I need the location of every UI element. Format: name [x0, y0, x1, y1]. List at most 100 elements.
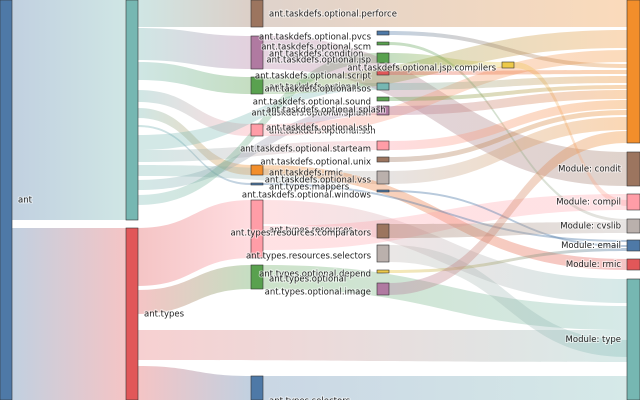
link-ant-to-ant_taskdefs [12, 0, 126, 220]
node-sound[interactable] [376, 96, 390, 102]
label-depend: ant.types.optional.depend [259, 270, 371, 280]
link-resources-to-m_compil [263, 194, 627, 250]
overlap-label-1: ant.taskdefs.optional.ssh [266, 124, 373, 134]
node-image[interactable] [376, 282, 390, 296]
node-m_cvslib[interactable] [626, 218, 640, 234]
label-optional_a: ant.taskdefs.optional [269, 83, 359, 93]
label-pvcs: ant.taskdefs.optional.pvcs [259, 33, 372, 43]
label-m_cvslib: Module: cvslib [560, 222, 621, 232]
link-ant_types-to-types_selectors [138, 366, 251, 400]
label-m_compil: Module: compil [556, 198, 621, 208]
label-unix: ant.taskdefs.optional.unix [260, 158, 371, 168]
label-m_rmic: Module: rmic [566, 260, 621, 270]
node-ant[interactable] [0, 0, 13, 400]
node-scm[interactable] [376, 41, 390, 46]
link-sos-to-m_top [389, 76, 627, 90]
label-script: ant.taskdefs.optional.script [255, 72, 372, 82]
node-mappers[interactable] [250, 182, 264, 186]
link-pvcs-to-m_top [389, 31, 627, 68]
label-types_selectors: ant.types.selectors [269, 397, 351, 400]
label-res_selectors: ant.types.resources.selectors [246, 252, 372, 262]
link-sound-to-m_top [389, 85, 627, 101]
link-image-to-m_top [389, 131, 627, 295]
node-m_condit[interactable] [626, 151, 640, 187]
label-jsp_compilers: ant.taskdefs.optional.jsp.compilers [347, 64, 496, 74]
link-comparators-to-m_cvslib [389, 222, 627, 238]
node-windows[interactable] [376, 189, 390, 193]
link-starteam-to-m_top [389, 100, 627, 150]
node-pvcs[interactable] [376, 30, 390, 36]
link-types_selectors-to-m_type [263, 376, 627, 400]
label-vss: ant.taskdefs.optional.vss [265, 176, 372, 186]
node-jsp[interactable] [376, 52, 390, 64]
labels-layer: ant ant.types ant.taskdefs.optional.perfor… [17, 9, 623, 400]
link-ant_taskdefs-to-sos [138, 83, 377, 150]
link-ant_taskdefs-to-perforce [138, 0, 251, 27]
node-depend[interactable] [376, 269, 390, 274]
node-optional_a[interactable] [250, 76, 264, 95]
label-condition: ant.taskdefs.condition [269, 50, 364, 60]
label-ant_types: ant.types [144, 310, 185, 320]
link-ant_taskdefs-to-optional_a [138, 62, 251, 94]
node-vss[interactable] [376, 170, 390, 185]
label-splash: ant.taskdefs.optional.splash [251, 109, 371, 119]
label-jsp: ant.taskdefs.optional.jsp [266, 56, 371, 66]
label-comparators: ant.types.resources.comparators [230, 229, 371, 239]
node-resources[interactable] [250, 199, 264, 259]
node-m_email[interactable] [626, 239, 640, 252]
link-ant_types-to-types_optional [138, 265, 251, 314]
link-ant-to-ant_types [12, 228, 126, 400]
node-rmic[interactable] [250, 164, 264, 176]
link-ant_types-to-resources [138, 200, 251, 286]
link-res_selectors-to-m_type [389, 245, 627, 357]
node-ant_types[interactable] [125, 227, 139, 400]
label-types_optional: ant.types.optional [269, 275, 346, 285]
label-windows: ant.taskdefs.optional.windows [242, 191, 372, 201]
label-sos: ant.taskdefs.optional.sos [265, 85, 372, 95]
link-ssh-to-m_top [263, 50, 627, 136]
node-ssh[interactable] [250, 123, 264, 137]
link-ant_taskdefs-to-condition [138, 28, 251, 69]
node-types_optional[interactable] [250, 264, 264, 290]
label-ant: ant [18, 196, 33, 206]
label-m_condit: Module: condit [558, 165, 621, 175]
node-starteam[interactable] [376, 140, 390, 151]
label-resources: ant.types.resources [269, 226, 354, 236]
node-perforce[interactable] [250, 0, 264, 28]
link-perforce-to-m_top [263, 0, 627, 27]
link-splash-to-m_top [389, 90, 627, 115]
link-ant_types-to-m_type [138, 330, 627, 362]
node-splash[interactable] [376, 105, 390, 116]
label-sound: ant.taskdefs.optional.sound [253, 98, 371, 108]
link-ant_taskdefs-to-splash [138, 106, 377, 190]
label-perforce: ant.taskdefs.optional.perforce [269, 10, 397, 20]
label-ssh: ant.taskdefs.optional.ssh [269, 127, 376, 137]
link-depend-to-m_email [389, 248, 627, 273]
node-sos[interactable] [376, 82, 390, 91]
link-script-to-m_top [389, 70, 627, 75]
node-res_selectors[interactable] [376, 244, 390, 263]
node-unix[interactable] [376, 156, 390, 163]
node-condition[interactable] [250, 35, 264, 70]
node-types_selectors[interactable] [250, 375, 264, 400]
node-script[interactable] [376, 70, 390, 76]
link-vss-to-m_top [389, 117, 627, 184]
link-mappers-to-m_email [263, 183, 627, 242]
node-ant_taskdefs[interactable] [125, 0, 139, 221]
link-unix-to-m_top [389, 110, 627, 162]
node-comparators[interactable] [376, 223, 390, 239]
node-m_compil[interactable] [626, 193, 640, 211]
node-jsp_compilers[interactable] [501, 61, 515, 69]
label-scm: ant.taskdefs.optional.scm [261, 43, 371, 53]
link-jsp-to-jsp_compilers [389, 53, 502, 68]
label-mappers: ant.types.mappers [269, 183, 350, 193]
node-m_top[interactable] [626, 0, 640, 144]
overlap-label-0: ant.taskdefs.optional.splash [266, 106, 386, 116]
label-image: ant.types.optional.image [265, 288, 371, 298]
label-rmic: ant.taskdefs.rmic [269, 169, 343, 179]
node-m_type[interactable] [626, 278, 640, 400]
node-m_rmic[interactable] [626, 258, 640, 271]
